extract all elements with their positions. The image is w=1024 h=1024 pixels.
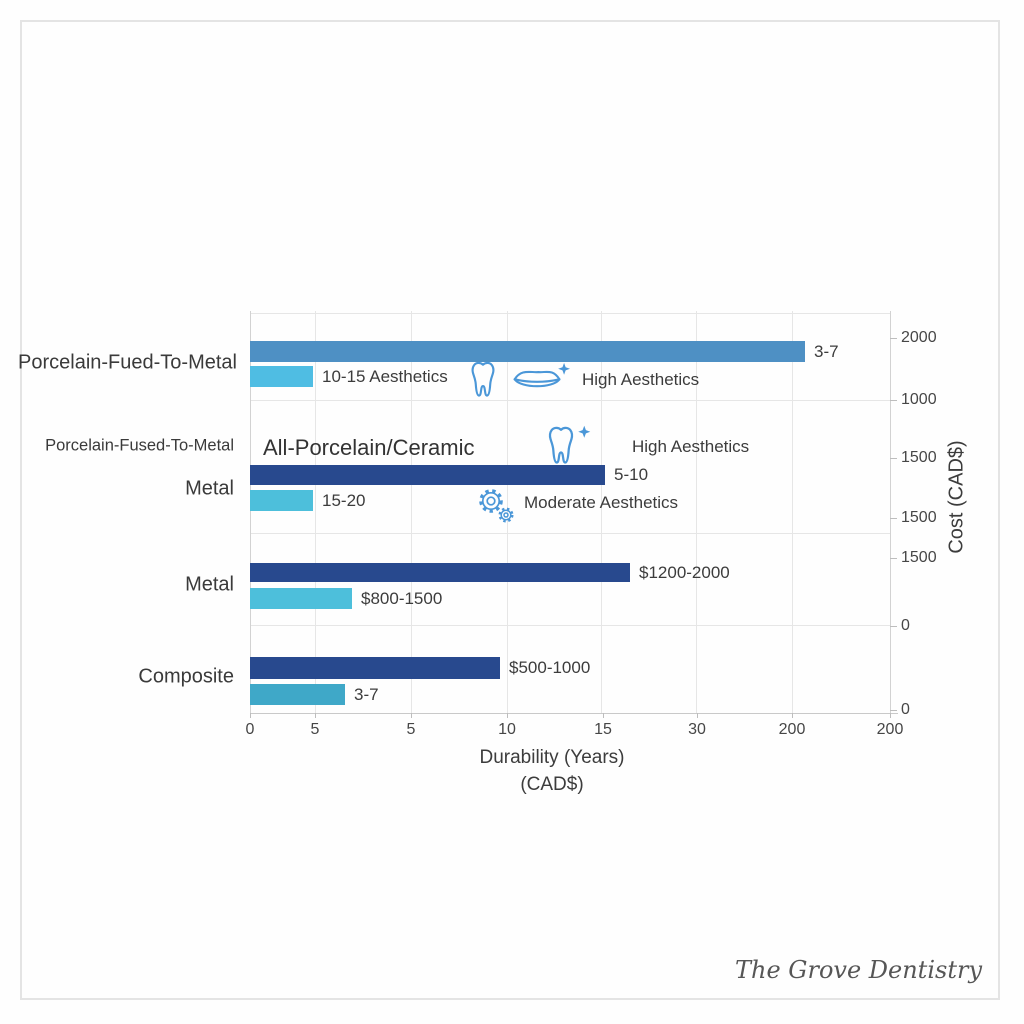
x-tick-mark: [697, 713, 698, 718]
x-tick-label: 15: [594, 721, 612, 738]
bar-value-label: $800-1500: [361, 588, 443, 608]
horizontal-gridline: [250, 533, 890, 534]
horizontal-gridline: [250, 625, 890, 626]
vertical-gridline: [507, 311, 508, 713]
bar: [250, 588, 352, 609]
x-tick-label: 30: [688, 721, 706, 738]
right-tick-label: 2000: [901, 329, 937, 346]
x-tick-mark: [507, 713, 508, 718]
right-axis-line: [890, 311, 891, 713]
horizontal-gridline: [250, 313, 890, 314]
x-tick-label: 5: [406, 721, 416, 738]
bar: [250, 341, 805, 362]
horizontal-gridline: [250, 400, 890, 401]
bar-value-label: 5-10: [614, 465, 649, 484]
vertical-gridline: [601, 311, 602, 713]
frame-border: [20, 20, 1000, 1000]
bar-value-label: 15-20: [322, 490, 366, 510]
x-tick-mark: [315, 713, 316, 718]
x-tick-mark: [792, 713, 793, 718]
x-tick-label: 5: [310, 721, 320, 738]
annotation-text: High Aesthetics: [582, 370, 700, 389]
right-tick-mark: [890, 626, 897, 627]
bar: [250, 657, 500, 679]
right-tick-label: 1500: [901, 509, 937, 526]
right-axis-title: Cost (CAD$): [945, 440, 968, 554]
right-tick-label: 0: [901, 617, 910, 634]
right-tick-label: 1500: [901, 549, 937, 566]
category-label: Composite: [138, 665, 234, 688]
vertical-gridline: [315, 311, 316, 713]
annotation-text: All-Porcelain/Ceramic: [263, 435, 475, 460]
bar-value-label: 3-7: [814, 341, 839, 361]
category-label: Porcelain-Fused-To-Metal: [45, 436, 234, 455]
x-tick-mark: [890, 713, 891, 718]
category-label: Metal: [185, 573, 234, 596]
smile-sparkle-icon: [512, 360, 570, 396]
signature: The Grove Dentistry: [735, 956, 982, 984]
bar-value-label: $500-1000: [509, 658, 591, 677]
right-tick-mark: [890, 400, 897, 401]
x-axis-title-line1: Durability (Years): [479, 747, 625, 768]
annotation-text: High Aesthetics: [632, 437, 750, 456]
annotation-text: Moderate Aesthetics: [524, 493, 679, 512]
right-tick-mark: [890, 518, 897, 519]
left-axis-line: [250, 311, 251, 713]
bar: [250, 490, 313, 511]
x-tick-label: 0: [245, 721, 255, 738]
x-axis-title-line2: (CAD$): [520, 774, 584, 795]
x-tick-label: 200: [876, 721, 904, 738]
bar-value-label: $1200-2000: [639, 562, 730, 582]
bar-value-label: 3-7: [354, 684, 379, 704]
x-tick-label: 200: [778, 721, 806, 738]
x-tick-mark: [411, 713, 412, 718]
x-tick-label: 10: [498, 721, 516, 738]
bar: [250, 684, 345, 705]
right-tick-label: 1500: [901, 449, 937, 466]
vertical-gridline: [696, 311, 697, 713]
x-axis-title: Durability (Years) (CAD$): [479, 744, 624, 798]
tooth-sparkle-icon: [543, 424, 591, 468]
category-label: Porcelain-Fued-To-Metal: [18, 351, 237, 374]
right-tick-mark: [890, 558, 897, 559]
gears-icon: [476, 486, 516, 524]
bottom-axis-line: [250, 713, 898, 714]
bar: [250, 563, 630, 582]
vertical-gridline: [411, 311, 412, 713]
x-tick-mark: [250, 713, 251, 718]
x-tick-mark: [603, 713, 604, 718]
right-tick-mark: [890, 338, 897, 339]
right-tick-mark: [890, 710, 897, 711]
category-label: Metal: [185, 477, 234, 500]
vertical-gridline: [792, 311, 793, 713]
right-tick-label: 1000: [901, 391, 937, 408]
tooth-icon: [466, 360, 500, 400]
right-tick-mark: [890, 458, 897, 459]
right-tick-label: 0: [901, 701, 910, 718]
bar: [250, 465, 605, 485]
bar-value-label: 10-15 Aesthetics: [322, 366, 448, 386]
bar: [250, 366, 313, 387]
